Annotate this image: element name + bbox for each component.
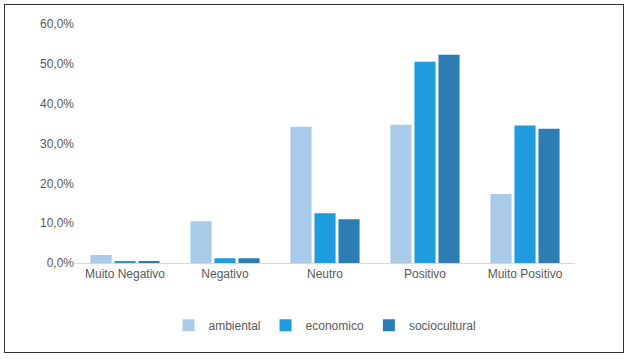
svg-text:economico: economico xyxy=(306,319,364,333)
svg-text:60,0%: 60,0% xyxy=(40,17,74,31)
svg-text:Neutro: Neutro xyxy=(307,267,343,281)
svg-text:Positivo: Positivo xyxy=(404,267,446,281)
svg-text:Muito Negativo: Muito Negativo xyxy=(85,267,165,281)
svg-text:20,0%: 20,0% xyxy=(40,177,74,191)
svg-text:Negativo: Negativo xyxy=(201,267,249,281)
svg-text:10,0%: 10,0% xyxy=(40,216,74,230)
svg-text:40,0%: 40,0% xyxy=(40,97,74,111)
svg-text:ambiental: ambiental xyxy=(209,319,261,333)
svg-text:50,0%: 50,0% xyxy=(40,57,74,71)
svg-text:sociocultural: sociocultural xyxy=(409,319,476,333)
svg-text:30,0%: 30,0% xyxy=(40,137,74,151)
svg-text:Muito Positivo: Muito Positivo xyxy=(488,267,563,281)
svg-text:0,0%: 0,0% xyxy=(47,256,75,270)
